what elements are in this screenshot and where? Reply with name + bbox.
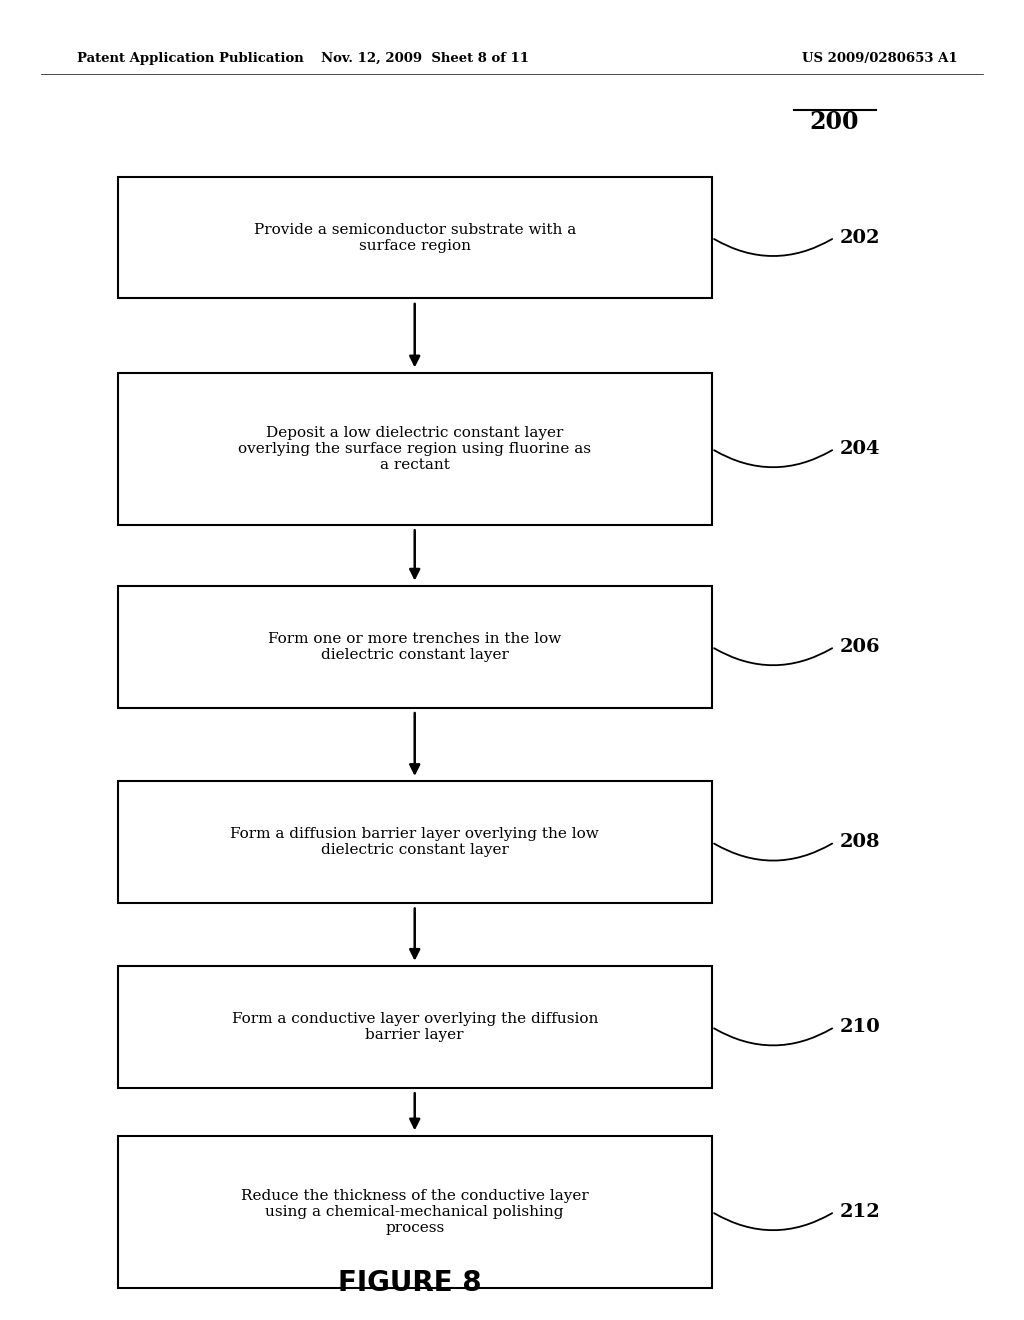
Text: Form a diffusion barrier layer overlying the low
dielectric constant layer: Form a diffusion barrier layer overlying… xyxy=(230,828,599,857)
Text: Nov. 12, 2009  Sheet 8 of 11: Nov. 12, 2009 Sheet 8 of 11 xyxy=(321,51,529,65)
Text: Form one or more trenches in the low
dielectric constant layer: Form one or more trenches in the low die… xyxy=(268,632,561,661)
Bar xyxy=(118,1135,712,1288)
Text: 210: 210 xyxy=(840,1018,881,1036)
Text: 200: 200 xyxy=(810,110,859,133)
Bar xyxy=(118,966,712,1088)
Text: 202: 202 xyxy=(840,228,881,247)
Text: Form a conductive layer overlying the diffusion
barrier layer: Form a conductive layer overlying the di… xyxy=(231,1012,598,1041)
Text: US 2009/0280653 A1: US 2009/0280653 A1 xyxy=(802,51,957,65)
Bar xyxy=(118,586,712,708)
Bar xyxy=(118,372,712,524)
Text: Provide a semiconductor substrate with a
surface region: Provide a semiconductor substrate with a… xyxy=(254,223,575,252)
Bar xyxy=(118,781,712,903)
Text: 204: 204 xyxy=(840,440,881,458)
Text: 212: 212 xyxy=(840,1203,881,1221)
Bar xyxy=(118,177,712,298)
Text: Reduce the thickness of the conductive layer
using a chemical-mechanical polishi: Reduce the thickness of the conductive l… xyxy=(241,1188,589,1236)
Text: Deposit a low dielectric constant layer
overlying the surface region using fluor: Deposit a low dielectric constant layer … xyxy=(239,425,591,473)
Text: 208: 208 xyxy=(840,833,881,851)
Text: Patent Application Publication: Patent Application Publication xyxy=(77,51,303,65)
Text: FIGURE 8: FIGURE 8 xyxy=(338,1269,481,1298)
Text: 206: 206 xyxy=(840,638,881,656)
